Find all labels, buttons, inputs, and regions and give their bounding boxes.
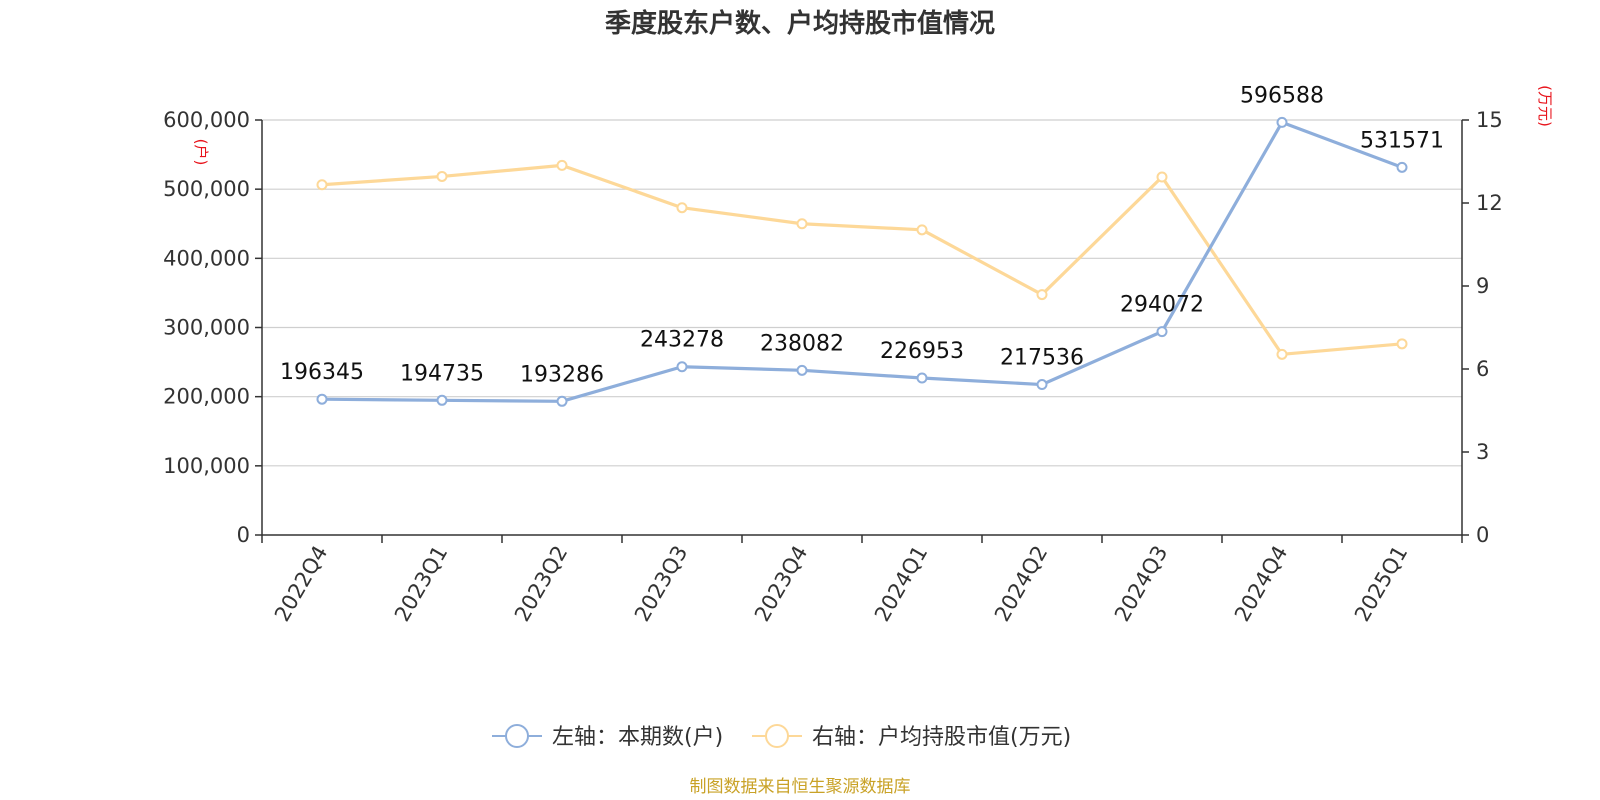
right-axis-tick-label: 6 xyxy=(1476,357,1489,381)
series-point-left[interactable] xyxy=(676,361,688,373)
right-axis-tick-label: 3 xyxy=(1476,440,1489,464)
data-label: 238082 xyxy=(760,331,844,356)
x-axis-tick-label: 2025Q1 xyxy=(1350,542,1412,626)
data-labels: 196345 194735 193286 243278 238082 226953 2175… xyxy=(280,83,1444,387)
x-axis-tick-label: 2022Q4 xyxy=(270,542,332,626)
x-axis-tick-label: 2024Q2 xyxy=(990,542,1052,626)
series-point-left[interactable] xyxy=(1396,161,1408,173)
right-axis-tick-label: 0 xyxy=(1476,523,1489,547)
legend-item-right-axis[interactable]: 右轴：户均持股市值(万元) xyxy=(752,724,1071,750)
series-line-left xyxy=(321,120,1403,403)
data-label: 217536 xyxy=(1000,346,1084,371)
left-axis-tick-label: 200,000 xyxy=(163,385,250,409)
data-label: 193286 xyxy=(520,362,604,387)
x-axis-tick-label: 2024Q3 xyxy=(1110,542,1172,626)
series-point-left[interactable] xyxy=(1036,379,1048,391)
series-point-right[interactable] xyxy=(796,218,808,230)
series-point-right[interactable] xyxy=(1276,348,1288,360)
series-point-right[interactable] xyxy=(1156,171,1168,183)
data-label: 294072 xyxy=(1120,293,1204,318)
series-point-left[interactable] xyxy=(916,372,928,384)
source-note: 制图数据来自恒生聚源数据库 xyxy=(690,777,911,797)
left-axis-tick-label: 600,000 xyxy=(163,108,250,132)
legend-marker xyxy=(765,724,789,748)
x-axis-tick-label: 2023Q2 xyxy=(510,542,572,626)
x-axis-tick-label: 2024Q1 xyxy=(870,542,932,626)
left-axis-unit: (户) xyxy=(192,139,210,166)
series-point-right[interactable] xyxy=(556,159,568,171)
data-label: 243278 xyxy=(640,328,724,353)
data-label: 226953 xyxy=(880,339,964,364)
left-axis-tick-label: 100,000 xyxy=(163,454,250,478)
legend-item-left-axis[interactable]: 左轴：本期数(户) xyxy=(492,724,723,750)
data-label: 596588 xyxy=(1240,83,1324,108)
series-point-right[interactable] xyxy=(436,170,448,182)
series-point-left[interactable] xyxy=(316,393,328,405)
series-point-right[interactable] xyxy=(676,202,688,214)
legend-label: 右轴：户均持股市值(万元) xyxy=(812,725,1071,750)
right-axis-tick-label: 15 xyxy=(1476,108,1503,132)
series-point-right[interactable] xyxy=(1396,338,1408,350)
series-line-right xyxy=(321,163,1403,356)
x-axis-tick-label: 2024Q4 xyxy=(1230,542,1292,626)
chart-title: 季度股东户数、户均持股市值情况 xyxy=(605,8,995,39)
legend-label: 左轴：本期数(户) xyxy=(552,725,723,750)
series-point-left[interactable] xyxy=(1156,326,1168,338)
data-label: 531571 xyxy=(1360,128,1444,153)
right-axis-tick-label: 12 xyxy=(1476,191,1503,215)
series-point-right[interactable] xyxy=(1036,289,1048,301)
series-point-left[interactable] xyxy=(436,394,448,406)
grid-lines xyxy=(262,119,1462,467)
axes: 0 100,000 200,000 300,000 400,000 500,000 600,… xyxy=(163,108,1503,626)
series-point-right[interactable] xyxy=(916,224,928,236)
legend-marker xyxy=(505,724,529,748)
series-point-left[interactable] xyxy=(1276,116,1288,128)
x-axis-tick-label: 2023Q1 xyxy=(390,542,452,626)
series-point-left[interactable] xyxy=(556,395,568,407)
right-axis-unit: (万元) xyxy=(1536,85,1554,127)
series-point-left[interactable] xyxy=(796,364,808,376)
left-axis-tick-label: 500,000 xyxy=(163,177,250,201)
left-axis-tick-label: 400,000 xyxy=(163,246,250,270)
series-layer xyxy=(316,116,1408,407)
left-axis-tick-label: 300,000 xyxy=(163,316,250,340)
x-axis-tick-label: 2023Q4 xyxy=(750,542,812,626)
data-label: 196345 xyxy=(280,360,364,385)
right-axis-tick-label: 9 xyxy=(1476,274,1489,298)
x-axis-tick-label: 2023Q3 xyxy=(630,542,692,626)
legend[interactable]: 左轴：本期数(户) 右轴：户均持股市值(万元) xyxy=(492,724,1071,750)
series-point-right[interactable] xyxy=(316,179,328,191)
left-axis-tick-label: 0 xyxy=(237,523,250,547)
data-label: 194735 xyxy=(400,361,484,386)
